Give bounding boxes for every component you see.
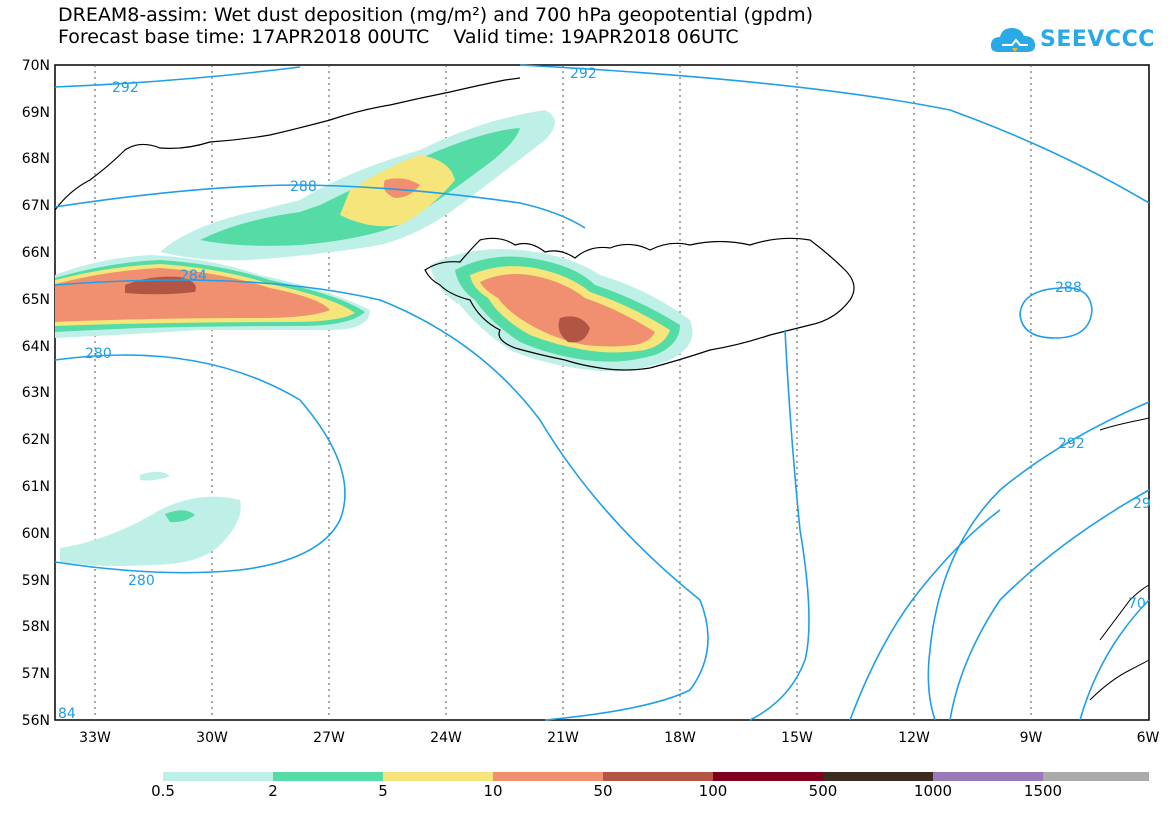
lat-label: 56N — [22, 713, 50, 729]
contour-label: 70 — [1128, 596, 1146, 612]
contour-label: 292 — [570, 66, 597, 82]
legend-label: 1500 — [1023, 782, 1063, 800]
legend-label: 50 — [593, 782, 613, 800]
lat-label: 62N — [22, 432, 50, 448]
lat-labels: 70N 69N 68N 67N 66N 65N 64N 63N 62N 61N … — [22, 58, 50, 729]
legend-label: 5 — [378, 782, 388, 800]
logo-text: SEEVCCC — [1040, 27, 1155, 52]
legend-label: 1000 — [913, 782, 953, 800]
contour-label: 288 — [1055, 280, 1082, 296]
contour-label: 84 — [58, 706, 76, 722]
lon-label: 27W — [313, 730, 345, 746]
chart-title: DREAM8-assim: Wet dust deposition (mg/m²… — [58, 4, 814, 26]
lat-label: 59N — [22, 573, 50, 589]
legend-swatch — [933, 772, 1043, 781]
legend-label: 100 — [698, 782, 728, 800]
legend-swatch — [493, 772, 603, 781]
lat-label: 57N — [22, 666, 50, 682]
lat-label: 66N — [22, 245, 50, 261]
chart-subtitle: Forecast base time: 17APR2018 00UTC Vali… — [58, 26, 739, 48]
legend-swatch — [823, 772, 933, 781]
contour-label: 280 — [128, 573, 155, 589]
norway-coast — [1099, 417, 1150, 431]
contour-label: 292 — [112, 80, 139, 96]
lon-label: 18W — [664, 730, 696, 746]
iceland-coast — [424, 237, 855, 371]
lon-label: 21W — [547, 730, 579, 746]
legend-swatch — [383, 772, 493, 781]
lat-label: 60N — [22, 526, 50, 542]
legend-label: 10 — [483, 782, 503, 800]
cloud-logo-icon — [990, 28, 1036, 52]
color-legend — [163, 772, 1149, 781]
lon-label: 12W — [898, 730, 930, 746]
legend-swatch — [273, 772, 383, 781]
contour-label: 288 — [290, 179, 317, 195]
lat-label: 61N — [22, 479, 50, 495]
lon-label: 6W — [1137, 730, 1160, 746]
lon-label: 9W — [1020, 730, 1043, 746]
contour-label: 284 — [180, 268, 207, 284]
legend-label: 2 — [268, 782, 278, 800]
contour-label: 29 — [1133, 496, 1151, 512]
scotland-coast — [1089, 584, 1150, 701]
lat-label: 70N — [22, 58, 50, 74]
legend-swatch — [163, 772, 273, 781]
contour-label: 280 — [85, 346, 112, 362]
geopotential-contours — [54, 64, 1150, 721]
lon-label: 30W — [196, 730, 228, 746]
legend-swatch — [603, 772, 713, 781]
lon-labels: 33W 30W 27W 24W 21W 18W 15W 12W 9W 6W — [79, 730, 1159, 746]
lat-label: 64N — [22, 339, 50, 355]
legend-swatch — [1043, 772, 1149, 781]
greenland-coast — [54, 77, 521, 211]
contour-label: 292 — [1058, 436, 1085, 452]
lon-label: 15W — [781, 730, 813, 746]
legend-swatch — [713, 772, 823, 781]
lat-label: 67N — [22, 198, 50, 214]
lat-label: 68N — [22, 151, 50, 167]
lat-label: 63N — [22, 385, 50, 401]
lon-label: 24W — [430, 730, 462, 746]
lat-label: 65N — [22, 292, 50, 308]
legend-label: 0.5 — [151, 782, 175, 800]
lat-label: 69N — [22, 105, 50, 121]
legend-label: 500 — [808, 782, 838, 800]
map-frame — [54, 64, 1150, 721]
lat-label: 58N — [22, 619, 50, 635]
lon-label: 33W — [79, 730, 111, 746]
